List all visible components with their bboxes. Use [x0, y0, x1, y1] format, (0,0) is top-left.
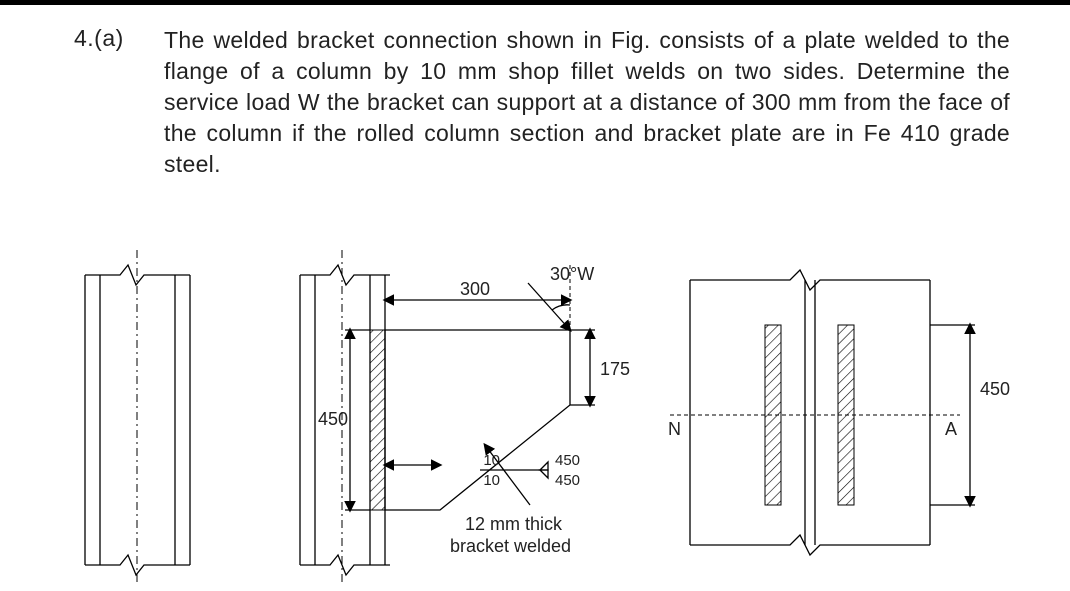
weld-len-top: 450 [555, 452, 580, 469]
load-label: 30°W [550, 264, 594, 284]
plan-view: N A 450 [668, 270, 1010, 555]
dim-300-label: 300 [460, 279, 490, 299]
figure-area: 300 30°W 450 175 [80, 235, 1050, 585]
weld-len-bot: 450 [555, 472, 580, 489]
question-text: The welded bracket connection shown in F… [164, 25, 1010, 180]
dim-450-left-label: 450 [318, 409, 348, 429]
note-line-1: 12 mm thick [465, 514, 563, 534]
left-column-fragment [85, 250, 190, 585]
dim-175-label: 175 [600, 359, 630, 379]
bracket-plate [385, 330, 570, 510]
axis-n-label: N [668, 419, 681, 439]
page: 4.(a) The welded bracket connection show… [0, 0, 1070, 591]
weld-strip-icon [370, 330, 385, 510]
question-block: 4.(a) The welded bracket connection show… [0, 5, 1070, 180]
axis-a-label: A [945, 419, 957, 439]
note-line-2: bracket welded [450, 536, 571, 556]
question-number: 4.(a) [74, 25, 164, 180]
figure-svg: 300 30°W 450 175 [80, 235, 1050, 585]
dim-450-right-label: 450 [980, 379, 1010, 399]
elevation-view: 300 30°W 450 175 [300, 250, 630, 585]
weld-size-bot: 10 [483, 472, 500, 489]
